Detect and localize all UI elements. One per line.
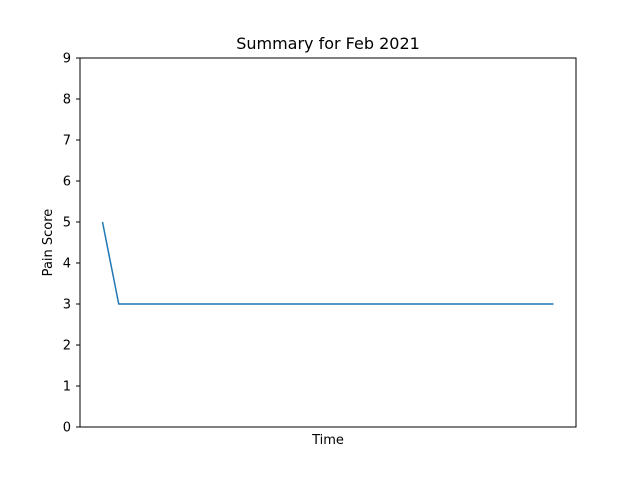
series-group	[101, 221, 554, 305]
y-axis-label: Pain Score	[41, 209, 56, 277]
y-tick-label: 0	[63, 421, 71, 436]
y-tick-label: 1	[63, 380, 71, 395]
plot-area-frame	[79, 57, 577, 428]
y-axis-ticks: 0 1 2 3 4 5 6 7 8 9	[63, 52, 80, 436]
y-tick-label: 7	[63, 134, 71, 149]
chart-title: Summary for Feb 2021	[236, 34, 420, 53]
series-line-0	[101, 221, 554, 305]
y-tick-label: 9	[63, 52, 71, 67]
y-tick-label: 8	[63, 93, 71, 108]
y-tick-label: 2	[63, 339, 71, 354]
y-tick-label: 6	[63, 175, 71, 190]
y-tick-label: 3	[63, 298, 71, 313]
y-tick-label: 4	[63, 257, 71, 272]
y-tick-label: 5	[63, 216, 71, 231]
x-axis-label: Time	[311, 433, 344, 448]
